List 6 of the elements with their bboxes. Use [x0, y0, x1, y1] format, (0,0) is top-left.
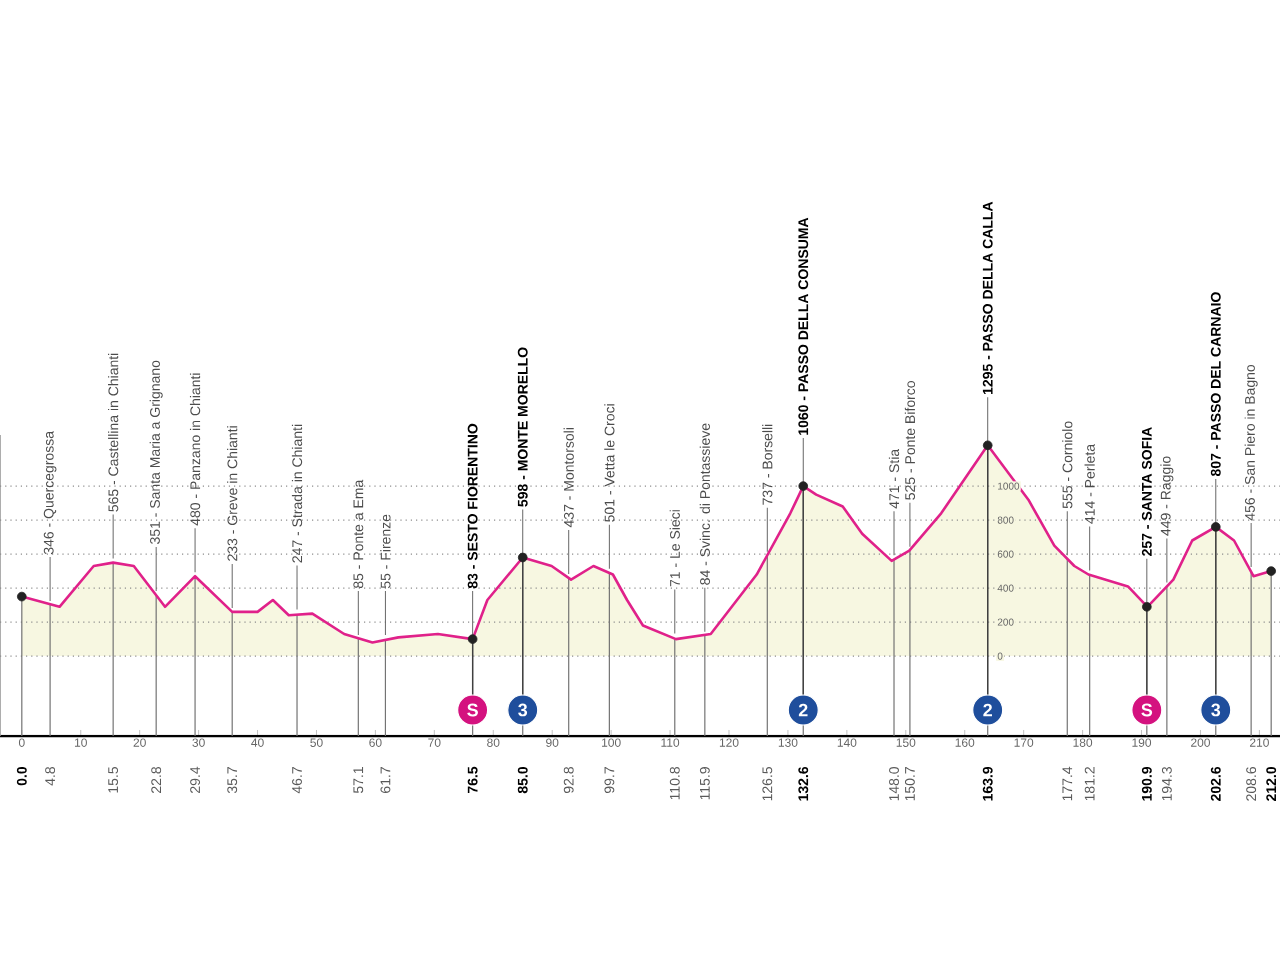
annotation: 3 [1211, 703, 1221, 717]
annotation: 2 [983, 703, 992, 717]
annotation: 3 [518, 703, 528, 717]
annotation: S [467, 703, 478, 717]
annotation: 2 [798, 703, 808, 717]
annotation: S [1141, 703, 1153, 717]
